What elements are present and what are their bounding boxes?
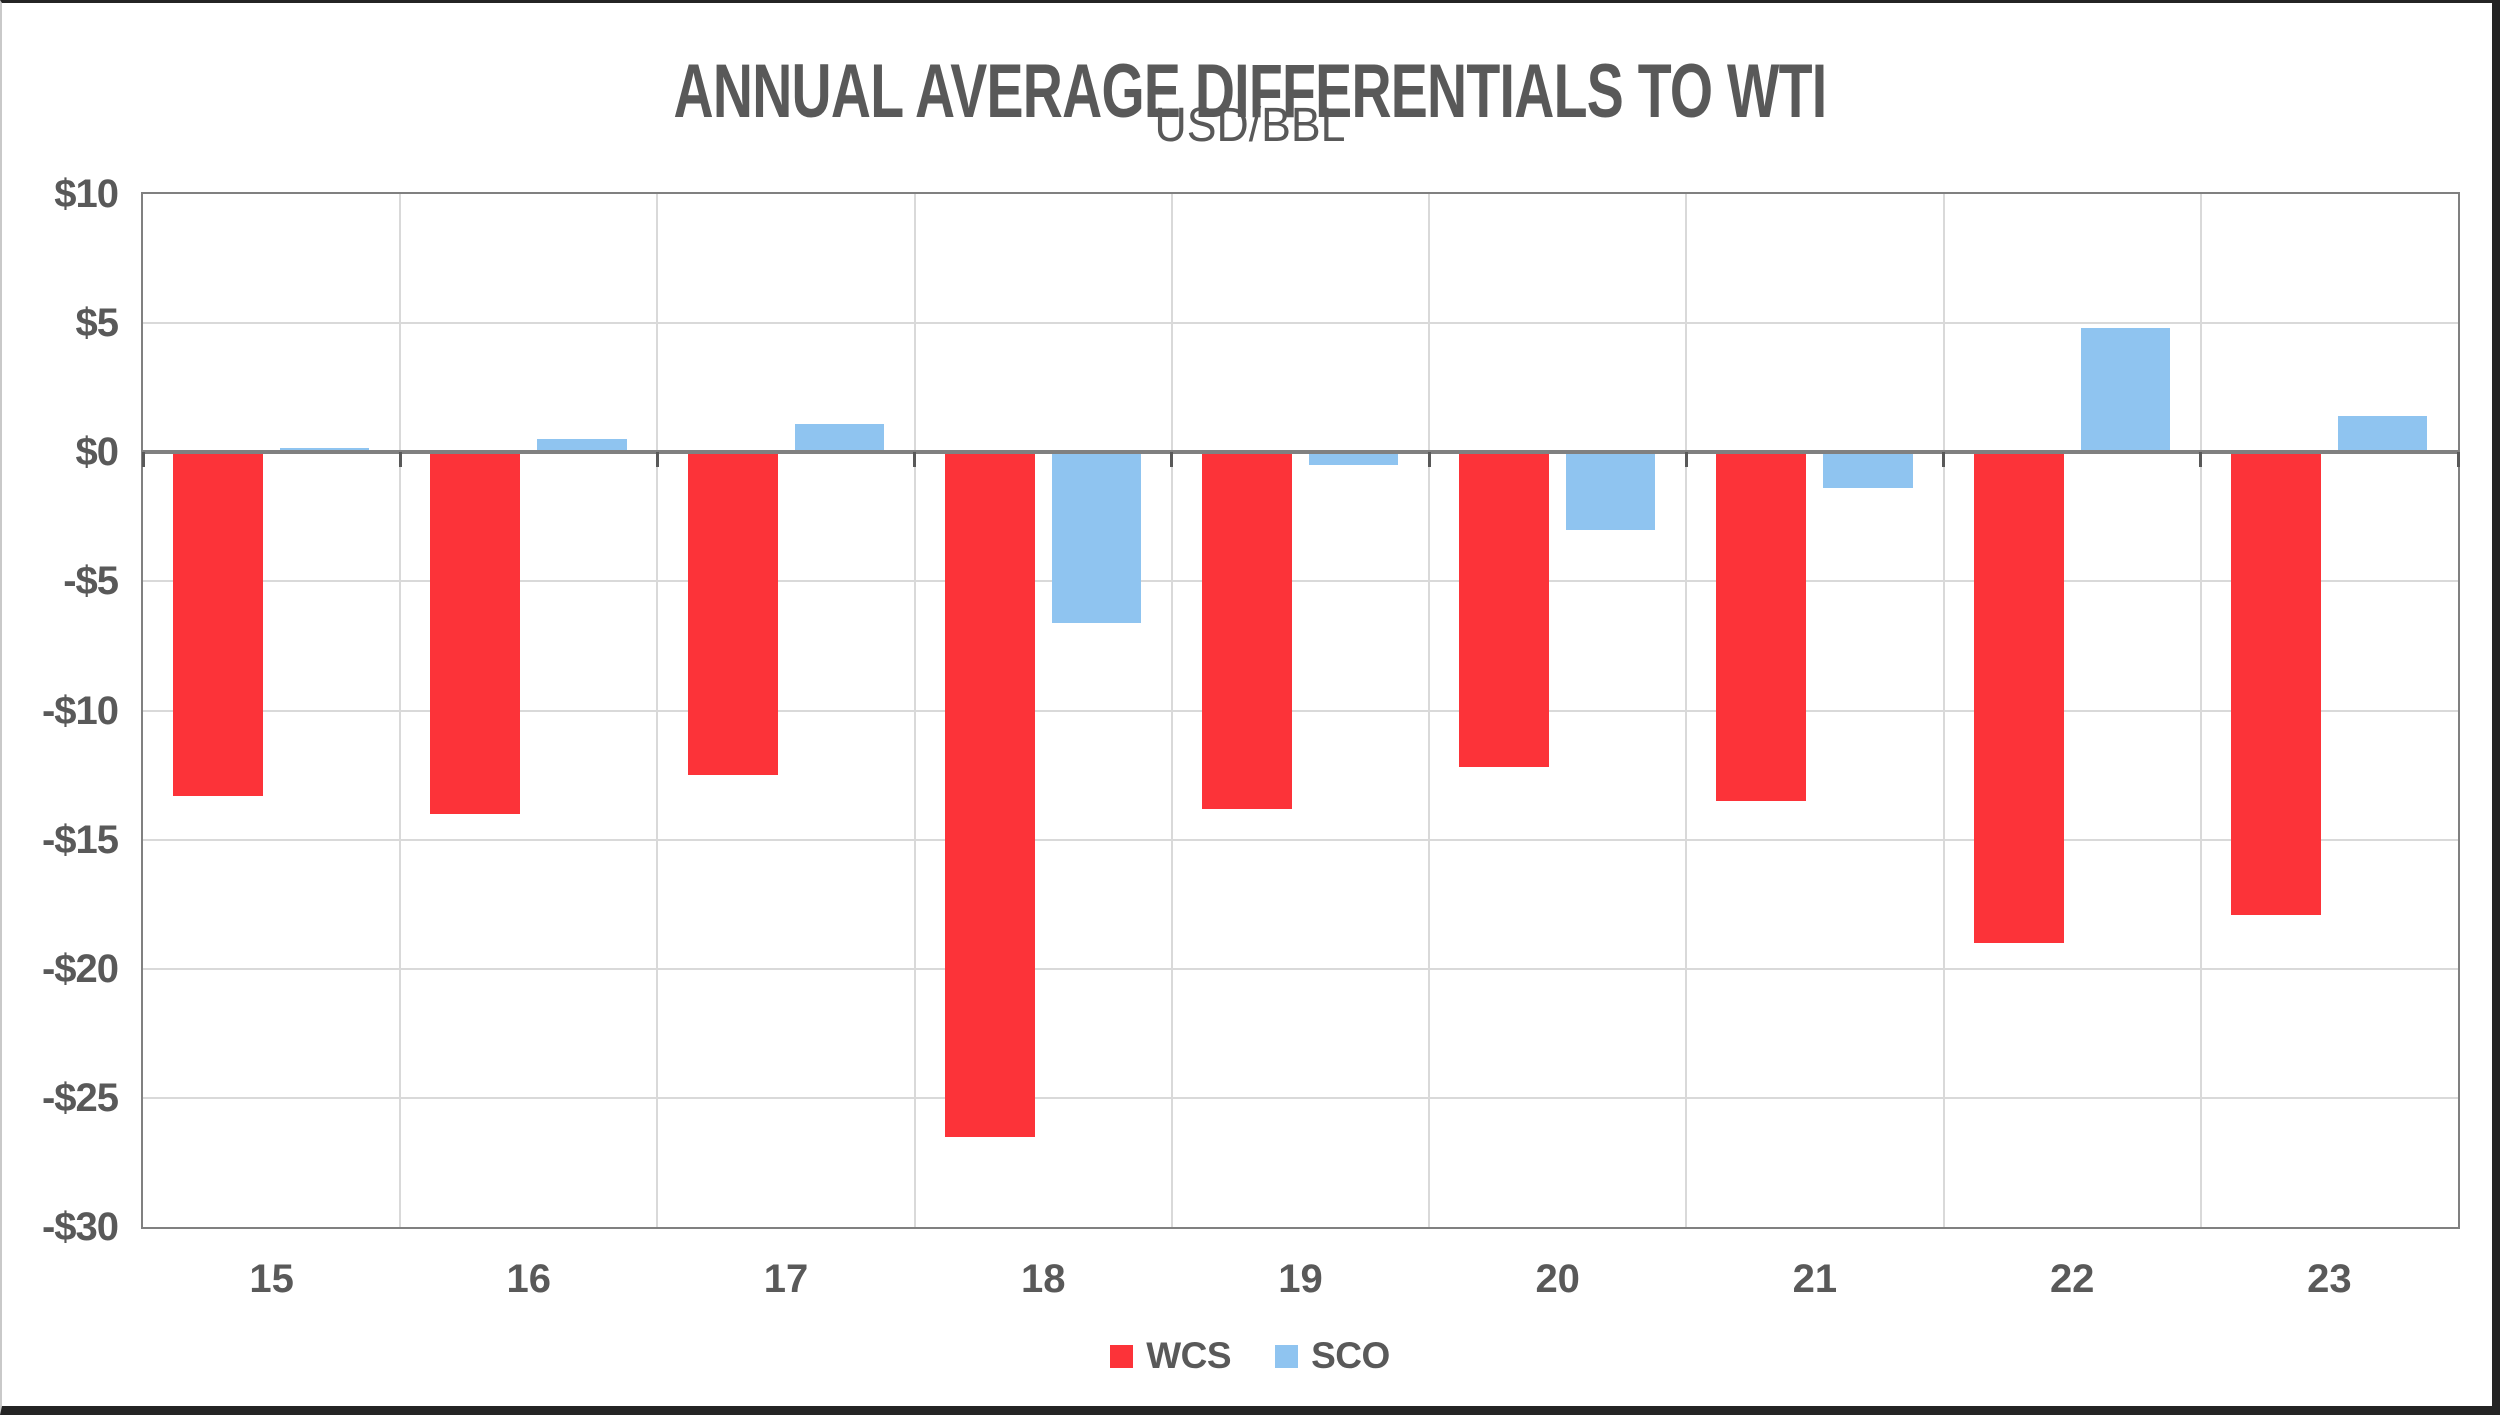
bar-sco-19 (1309, 452, 1399, 466)
y-tick-label: -$20 (41, 946, 119, 991)
x-tick-label: 20 (1535, 1257, 1580, 1301)
x-axis-tick (398, 452, 402, 468)
x-tick-label: 19 (1278, 1257, 1323, 1301)
legend-swatch-sco (1275, 1344, 1299, 1368)
x-axis-tick (1684, 452, 1688, 468)
gridline-vertical (656, 194, 659, 1227)
bar-sco-22 (2080, 328, 2170, 453)
x-tick-label: 23 (2307, 1257, 2352, 1301)
bar-sco-21 (1823, 452, 1913, 489)
y-tick-label: $0 (75, 430, 120, 475)
x-tick-label: 16 (506, 1257, 552, 1301)
y-tick-label: -$30 (41, 1205, 119, 1249)
zero-axis-line (143, 450, 2458, 455)
legend-label-sco: SCO (1311, 1335, 1390, 1376)
chart-subtitle: USD/BBL (1154, 99, 1346, 152)
bar-wcs-21 (1716, 452, 1807, 801)
x-axis-tick (2199, 452, 2203, 468)
plot-border (141, 192, 2460, 1229)
gridline-horizontal (143, 709, 2458, 712)
gridline-horizontal (143, 322, 2458, 325)
gridline-vertical (399, 194, 402, 1227)
gridline-vertical (2199, 194, 2202, 1227)
y-tick-label: -$5 (63, 559, 119, 604)
bar-sco-23 (2337, 416, 2428, 453)
bar-wcs-16 (430, 452, 521, 814)
x-axis-tick (2456, 452, 2460, 468)
y-tick-label: -$25 (41, 1075, 119, 1120)
gridline-horizontal (143, 967, 2458, 970)
gridline-vertical (913, 194, 916, 1227)
x-tick-label: 17 (763, 1257, 809, 1301)
legend: WCS SCO (0, 1333, 2500, 1379)
legend-label-wcs: WCS (1146, 1335, 1232, 1376)
x-axis-tick (1170, 452, 1174, 468)
gridline-vertical (1428, 194, 1431, 1227)
y-tick-label: -$10 (41, 688, 119, 733)
legend-item-wcs: WCS (1110, 1335, 1232, 1377)
bar-wcs-15 (173, 452, 264, 796)
bar-wcs-22 (1973, 452, 2064, 943)
bar-sco-20 (1566, 452, 1656, 530)
x-axis-tick (655, 452, 659, 468)
x-tick-label: 22 (2049, 1257, 2095, 1301)
x-axis-tick (913, 452, 917, 468)
legend-swatch-wcs (1110, 1344, 1134, 1368)
y-tick-label: -$15 (41, 817, 119, 862)
gridline-horizontal (143, 1096, 2458, 1099)
gridline-vertical (1942, 194, 1945, 1227)
bar-sco-17 (794, 423, 884, 453)
bar-sco-16 (537, 439, 627, 453)
bar-wcs-19 (1202, 452, 1292, 809)
x-axis-tick (141, 452, 145, 468)
x-axis-tick (1942, 452, 1946, 468)
bar-wcs-20 (1459, 452, 1550, 768)
y-tick-label: $10 (54, 172, 119, 216)
bar-wcs-18 (944, 452, 1035, 1137)
x-tick-label: 21 (1792, 1257, 1838, 1301)
legend-item-sco: SCO (1275, 1335, 1390, 1377)
bar-wcs-23 (2230, 452, 2321, 915)
gridline-horizontal (143, 838, 2458, 841)
gridline-horizontal (143, 580, 2458, 583)
gridline-vertical (1170, 194, 1173, 1227)
chart-title: ANNUAL AVERAGE DIFFERENTIALS TO WTI (673, 49, 1828, 134)
bar-sco-18 (1051, 452, 1142, 623)
y-tick-label: $5 (75, 301, 120, 346)
x-tick-label: 18 (1021, 1257, 1066, 1301)
bar-wcs-17 (687, 452, 778, 776)
x-tick-label: 15 (249, 1257, 294, 1301)
x-axis-tick (1427, 452, 1431, 468)
gridline-vertical (1685, 194, 1688, 1227)
